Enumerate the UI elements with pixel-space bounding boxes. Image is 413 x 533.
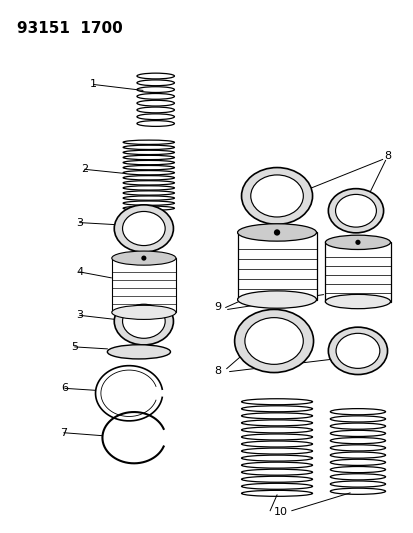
Text: 3: 3 [76,310,83,320]
Text: 8: 8 [383,151,390,161]
Text: 1: 1 [90,79,97,90]
Ellipse shape [325,235,389,249]
Ellipse shape [250,175,303,217]
Ellipse shape [241,167,312,224]
Circle shape [273,229,280,236]
Text: 3: 3 [76,217,83,228]
Ellipse shape [237,291,316,308]
Ellipse shape [234,310,313,373]
Ellipse shape [114,205,173,252]
Text: 5: 5 [71,342,78,352]
Bar [237,232,316,300]
Text: 93151  1700: 93151 1700 [17,21,122,36]
Bar [325,243,389,302]
Circle shape [141,255,146,261]
Text: 6: 6 [61,383,68,393]
Ellipse shape [122,304,165,338]
Text: 9: 9 [214,302,221,312]
Bar [112,258,176,312]
Ellipse shape [328,327,387,375]
Text: 4: 4 [76,267,83,277]
Text: 2: 2 [81,164,88,174]
Text: 8: 8 [214,366,221,376]
Ellipse shape [328,189,383,233]
Ellipse shape [112,251,176,265]
Circle shape [354,240,360,245]
Ellipse shape [107,345,170,359]
Ellipse shape [114,297,173,345]
Ellipse shape [335,195,375,227]
Ellipse shape [244,318,303,365]
Ellipse shape [237,224,316,241]
Ellipse shape [325,294,389,309]
Text: 10: 10 [273,507,287,516]
Ellipse shape [335,333,379,368]
Ellipse shape [122,212,165,246]
Ellipse shape [112,305,176,319]
Text: 7: 7 [60,428,67,438]
